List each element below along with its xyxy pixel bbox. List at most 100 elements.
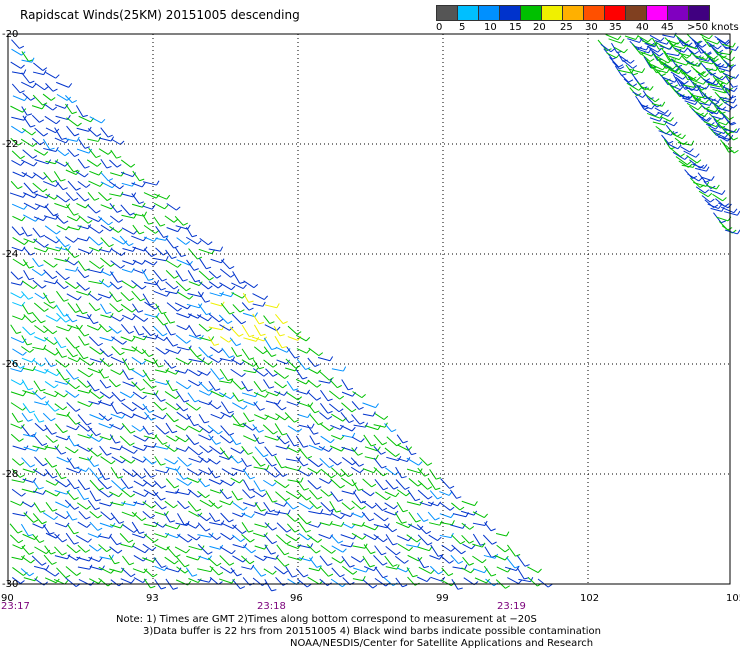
wind-barb <box>684 44 700 50</box>
wind-barb <box>175 381 192 390</box>
wind-barb <box>110 171 125 177</box>
wind-barb <box>99 358 114 367</box>
wind-barb <box>484 522 496 532</box>
wind-barb <box>395 479 410 490</box>
wind-barb <box>22 115 36 128</box>
wind-barb <box>185 402 201 411</box>
wind-barb <box>110 466 123 479</box>
wind-barb <box>297 543 314 549</box>
wind-barb <box>144 301 160 310</box>
wind-barb <box>11 226 25 236</box>
wind-barb <box>241 522 254 533</box>
wind-barb <box>56 194 71 203</box>
wind-barb <box>185 226 198 238</box>
wind-barb <box>31 268 46 276</box>
wind-barb <box>220 401 234 414</box>
wind-barb <box>197 522 211 532</box>
wind-barb <box>56 81 73 88</box>
wind-barb <box>698 190 713 198</box>
wind-barb <box>362 524 379 531</box>
wind-barb <box>12 315 26 321</box>
wind-barb <box>43 259 58 268</box>
wind-barb <box>77 479 91 491</box>
wind-barb <box>23 270 35 281</box>
wind-barb <box>230 368 246 378</box>
wind-barb <box>65 532 79 545</box>
wind-barb <box>429 554 443 560</box>
wind-barb <box>309 500 322 510</box>
wind-barb <box>22 403 35 414</box>
wind-barb <box>285 533 301 542</box>
wind-barb <box>88 544 102 552</box>
wind-barb <box>417 546 433 552</box>
wind-barb <box>44 205 59 217</box>
wind-barb <box>656 55 673 64</box>
longitude-label: 90 <box>1 593 14 604</box>
wind-barb <box>21 57 35 63</box>
wind-barb <box>76 236 90 242</box>
wind-barb <box>42 412 56 422</box>
wind-barb <box>651 64 667 71</box>
wind-barb <box>264 522 278 531</box>
wind-barb <box>275 346 291 353</box>
wind-barb <box>67 302 81 313</box>
wind-barb <box>407 489 421 502</box>
wind-barb <box>252 359 265 370</box>
wind-barb <box>132 490 149 498</box>
wind-barb <box>121 501 138 507</box>
wind-barb <box>307 391 322 401</box>
wind-barb <box>77 433 93 439</box>
wind-barb <box>34 325 49 334</box>
wind-barb <box>87 128 102 137</box>
legend-label: 10 <box>484 22 497 33</box>
wind-barb <box>121 267 135 273</box>
wind-barb <box>231 313 247 325</box>
wind-barb <box>198 478 211 488</box>
wind-barb <box>31 137 45 146</box>
wind-barb <box>12 215 26 222</box>
wind-barb <box>427 511 440 521</box>
wind-barb <box>99 445 112 456</box>
wind-barb <box>353 422 369 428</box>
wind-barb <box>188 425 204 433</box>
wind-barb <box>220 425 235 436</box>
wind-barb <box>132 445 148 451</box>
wind-barb <box>163 359 177 369</box>
wind-barb <box>331 513 345 520</box>
wind-barb <box>396 567 410 573</box>
wind-barb <box>100 127 113 138</box>
wind-barb <box>33 247 49 253</box>
wind-barb <box>408 511 421 523</box>
wind-barb <box>253 391 269 398</box>
wind-barb <box>65 577 81 588</box>
wind-barb <box>320 489 334 497</box>
wind-barb <box>100 313 114 319</box>
wind-barb <box>680 146 694 153</box>
wind-barb <box>11 246 26 252</box>
wind-barb <box>131 511 147 522</box>
wind-barb <box>320 510 334 516</box>
wind-barb <box>142 204 156 210</box>
wind-barb <box>406 542 421 548</box>
wind-barb <box>419 457 433 466</box>
wind-barb <box>700 176 715 181</box>
wind-barb <box>33 368 49 374</box>
wind-barb <box>263 379 275 389</box>
wind-barb <box>21 346 34 353</box>
wind-barb <box>220 336 233 343</box>
wind-barb <box>241 359 258 367</box>
wind-barb <box>23 247 36 256</box>
wind-barb <box>241 564 255 570</box>
wind-barb <box>122 369 134 381</box>
wind-barb <box>188 545 205 551</box>
wind-barb <box>286 346 300 359</box>
map-title: Rapidscat Winds(25KM) 20151005 descendin… <box>20 8 300 22</box>
wind-barb <box>55 280 69 290</box>
wind-barb <box>473 568 488 574</box>
wind-barb <box>44 115 61 125</box>
wind-barb <box>155 424 170 435</box>
wind-barb <box>351 532 367 540</box>
wind-barb <box>21 127 37 136</box>
wind-barb <box>243 336 260 342</box>
wind-barb <box>55 245 71 251</box>
